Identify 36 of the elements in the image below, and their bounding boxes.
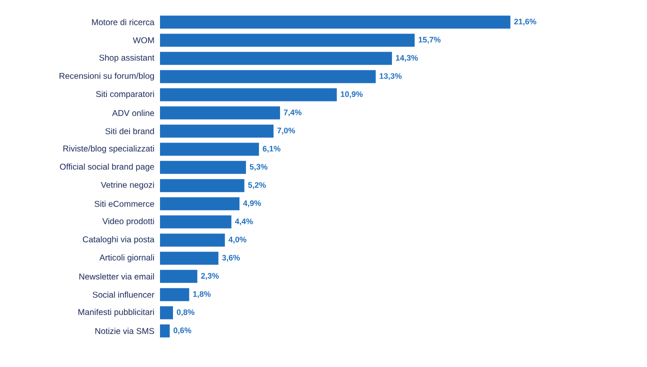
bar [160, 288, 190, 302]
y-tick-label: Vetrine negozi [100, 182, 154, 190]
bar [160, 324, 170, 338]
bar [160, 234, 225, 247]
y-tick-label: Cataloghi via posta [82, 236, 154, 244]
y-tick-label: Siti dei brand [105, 128, 154, 134]
bar [160, 88, 337, 102]
bar [160, 306, 173, 320]
bar [160, 16, 510, 29]
y-tick-label: Riviste/blog specializzati [63, 145, 154, 154]
bar [160, 270, 198, 283]
bar [160, 52, 392, 65]
bar [160, 179, 244, 192]
y-tick-label: Official social brand page [60, 163, 154, 172]
bar [160, 142, 259, 156]
y-tick-label: Shop assistant [99, 54, 154, 62]
y-tick-label: Newsletter via email [79, 273, 154, 280]
bar [160, 215, 232, 228]
bar [160, 106, 280, 120]
bar [160, 197, 240, 210]
y-tick-label: Manifesti pubblicitari [78, 308, 154, 317]
y-tick-label: Motore di ricerca [92, 18, 154, 26]
y-tick-label: Articoli giornali [99, 254, 154, 262]
y-tick-label: Siti comparatori [96, 90, 154, 99]
y-tick-label: Siti eCommerce [94, 200, 154, 207]
bar [160, 160, 246, 174]
bar [160, 70, 376, 84]
bar [160, 34, 415, 47]
y-tick-label: Notizie via SMS [95, 328, 154, 334]
y-tick-label: Social influencer [92, 291, 154, 298]
y-tick-label: ADV online [112, 110, 154, 116]
y-tick-label: WOM [132, 37, 154, 44]
bar [160, 124, 274, 138]
y-tick-label: Video prodotti [102, 218, 154, 226]
y-tick-label: Recensioni su forum/blog [60, 72, 154, 81]
bar [160, 252, 218, 265]
